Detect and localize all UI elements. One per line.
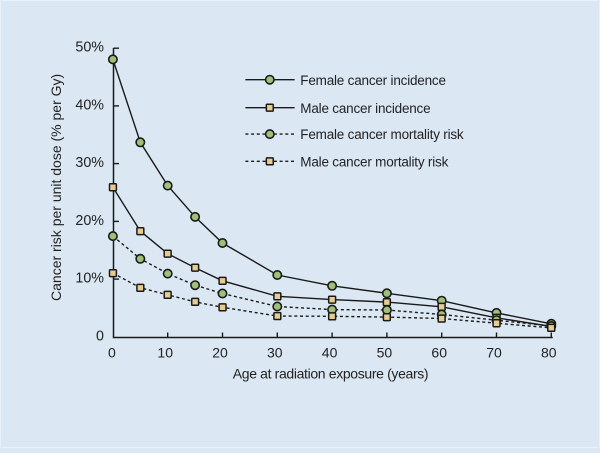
svg-text:40: 40 — [322, 345, 338, 361]
svg-text:50%: 50% — [75, 40, 104, 56]
svg-text:50: 50 — [377, 345, 393, 361]
svg-text:10: 10 — [157, 345, 173, 361]
svg-text:40%: 40% — [75, 97, 104, 113]
svg-text:Age at radiation exposure (yea: Age at radiation exposure (years) — [233, 366, 428, 382]
svg-text:Female cancer mortality risk: Female cancer mortality risk — [300, 127, 464, 142]
svg-text:Male cancer mortality risk: Male cancer mortality risk — [300, 154, 448, 169]
svg-text:30%: 30% — [75, 155, 104, 171]
svg-text:Female cancer incidence: Female cancer incidence — [300, 73, 445, 88]
svg-text:20%: 20% — [75, 213, 104, 229]
svg-text:30: 30 — [267, 345, 283, 361]
svg-text:10%: 10% — [75, 271, 104, 287]
svg-text:Cancer risk per unit dose (% p: Cancer risk per unit dose (% per Gy) — [48, 74, 64, 301]
svg-text:60: 60 — [431, 345, 447, 361]
svg-text:Male cancer incidence: Male cancer incidence — [300, 101, 430, 116]
svg-text:0: 0 — [96, 328, 104, 344]
svg-text:20: 20 — [212, 345, 228, 361]
svg-text:0: 0 — [108, 345, 116, 361]
svg-text:70: 70 — [486, 345, 502, 361]
svg-text:80: 80 — [541, 345, 557, 361]
